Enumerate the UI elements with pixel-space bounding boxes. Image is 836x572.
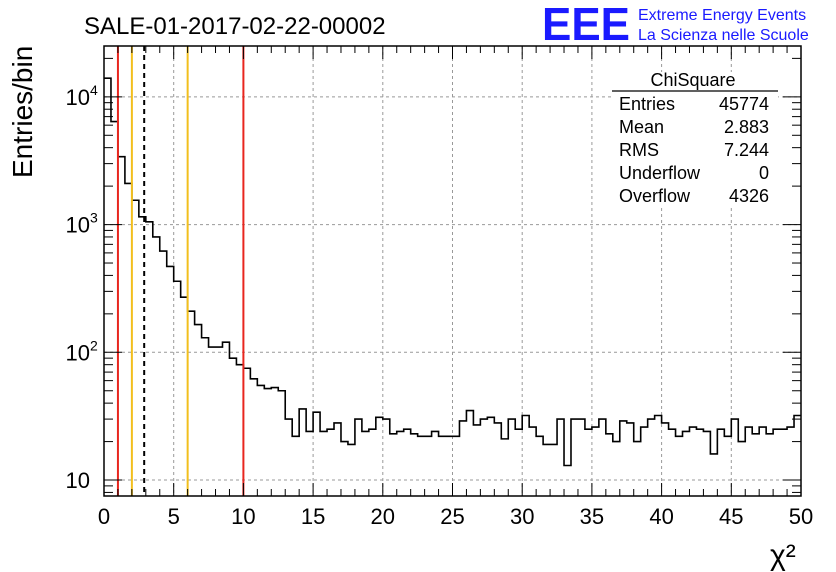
stats-box-title: ChiSquare bbox=[650, 70, 735, 90]
x-tick-label: 0 bbox=[98, 504, 110, 529]
y-tick-label: 10 bbox=[66, 340, 90, 365]
x-tick-label: 20 bbox=[371, 504, 395, 529]
x-tick-label: 25 bbox=[440, 504, 464, 529]
y-tick-label: 10 bbox=[66, 85, 90, 110]
histogram-outline bbox=[104, 77, 801, 467]
x-tick-label: 15 bbox=[301, 504, 325, 529]
stats-label: Underflow bbox=[619, 163, 701, 183]
y-axis-label: Entries/bin bbox=[7, 46, 38, 178]
x-tick-label: 40 bbox=[649, 504, 673, 529]
stats-label: Overflow bbox=[619, 186, 691, 206]
stats-value: 4326 bbox=[729, 186, 769, 206]
x-tick-label: 30 bbox=[510, 504, 534, 529]
stats-box-background bbox=[612, 72, 778, 206]
x-axis-label: χ² bbox=[770, 539, 796, 572]
eee-logo-mark: EEE bbox=[542, 0, 630, 50]
y-tick-exponent: 4 bbox=[90, 82, 98, 98]
x-axis: 0 5 10 15 20 25 30 35 40 45 50 bbox=[98, 46, 813, 529]
y-tick-label: 10 bbox=[66, 213, 90, 238]
y-tick-exponent: 2 bbox=[90, 337, 98, 353]
eee-logo-line1: Extreme Energy Events bbox=[638, 7, 806, 24]
stats-label: RMS bbox=[619, 140, 659, 160]
eee-logo-line2: La Scienza nelle Scuole bbox=[638, 27, 809, 44]
y-tick-label: 10 bbox=[66, 468, 90, 493]
chart-title: SALE-01-2017-02-22-00002 bbox=[84, 13, 386, 40]
stats-box: ChiSquare Entries 45774 Mean 2.883 RMS 7.244 U… bbox=[612, 70, 778, 206]
reference-lines bbox=[116, 46, 245, 496]
stats-label: Entries bbox=[619, 94, 675, 114]
stats-value: 7.244 bbox=[724, 140, 769, 160]
eee-logo: EEE Extreme Energy Events La Scienza nel… bbox=[542, 0, 809, 50]
histogram-series bbox=[104, 77, 801, 467]
x-tick-label: 10 bbox=[231, 504, 255, 529]
y-tick-exponent: 3 bbox=[90, 210, 98, 226]
stats-value: 45774 bbox=[719, 94, 769, 114]
stats-value: 0 bbox=[759, 163, 769, 183]
stats-box-rows: Entries 45774 Mean 2.883 RMS 7.244 Underflow 0 O… bbox=[619, 94, 769, 206]
x-tick-label: 35 bbox=[580, 504, 604, 529]
x-tick-label: 50 bbox=[789, 504, 813, 529]
stats-value: 2.883 bbox=[724, 117, 769, 137]
x-tick-label: 45 bbox=[719, 504, 743, 529]
stats-label: Mean bbox=[619, 117, 664, 137]
x-tick-label: 5 bbox=[168, 504, 180, 529]
